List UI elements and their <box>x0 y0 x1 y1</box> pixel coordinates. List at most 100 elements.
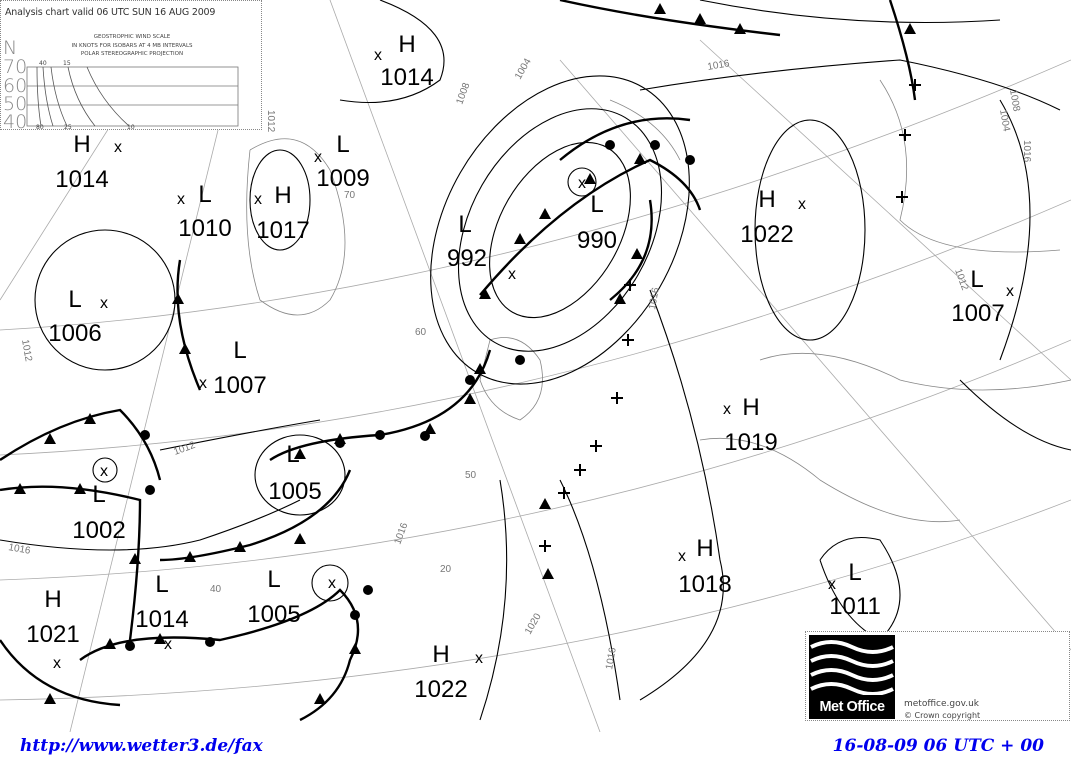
center-pressure: 1021 <box>26 621 79 648</box>
pressure-center-low: L 1006 x <box>48 286 108 347</box>
pressure-center-low: L 1005 x <box>247 566 336 628</box>
center-type: H <box>398 31 415 58</box>
center-x-marker: x <box>100 463 108 480</box>
cold-front-triangle <box>474 363 486 374</box>
cold-front-triangle <box>104 638 116 649</box>
warm-front <box>609 199 653 301</box>
cold-front <box>79 588 360 722</box>
speed-label: 15 <box>63 60 71 67</box>
cold-front-triangle <box>179 343 191 354</box>
cold-front-triangle <box>464 393 476 404</box>
center-pressure: 1019 <box>724 429 777 456</box>
center-type: H <box>696 535 713 562</box>
center-type: L <box>155 571 168 598</box>
speed-label: 40 <box>39 60 47 67</box>
cold-front-triangle <box>14 483 26 494</box>
center-type: H <box>44 586 61 613</box>
center-pressure: 1002 <box>72 517 125 544</box>
warm-front-semicircle <box>605 140 615 150</box>
speed-label: 25 <box>64 124 72 131</box>
center-type: L <box>286 441 299 468</box>
center-pressure: 1018 <box>678 571 731 598</box>
pressure-center-high: H 1018 x <box>678 535 732 598</box>
wind-scale-graph: 40 15 80 25 10 <box>26 60 239 131</box>
center-type: L <box>970 266 983 293</box>
warm-front-semicircle <box>375 430 385 440</box>
pressure-center-low: L 1014 x <box>135 571 188 653</box>
cold-front-triangle <box>694 13 706 24</box>
site-url[interactable]: metoffice.gov.uk <box>904 699 980 709</box>
isobar-label: 1016 <box>647 286 662 310</box>
lat-label-70: 70 <box>3 56 28 78</box>
isobar-label: 1012 <box>265 110 276 133</box>
cold-front-triangle <box>424 423 436 434</box>
cold-front-triangle <box>539 498 551 509</box>
front-symbols <box>14 3 916 704</box>
trough-cross <box>622 334 634 346</box>
center-pressure: 1005 <box>247 601 300 628</box>
warm-front-semicircle <box>685 155 695 165</box>
speed-label: 80 <box>36 124 44 131</box>
center-x-marker: x <box>508 266 516 283</box>
center-pressure: 1022 <box>414 676 467 703</box>
trough-cross <box>899 129 911 141</box>
center-x-marker: x <box>1006 283 1014 300</box>
center-pressure: 1006 <box>48 320 101 347</box>
center-x-marker: x <box>314 149 322 166</box>
isobar-label: 1020 <box>523 611 544 636</box>
isobar-label: 1016 <box>604 646 619 670</box>
center-pressure: 1017 <box>256 217 309 244</box>
warm-front-semicircle <box>205 637 215 647</box>
trough-cross <box>590 440 602 452</box>
source-url-link[interactable]: http://www.wetter3.de/fax <box>20 736 263 756</box>
cold-front-triangle <box>514 233 526 244</box>
cold-front-triangle <box>172 293 184 304</box>
valid-time: 16-08-09 06 UTC + 00 <box>832 736 1044 756</box>
cold-front-triangle <box>654 3 666 14</box>
warm-front-semicircle <box>650 140 660 150</box>
cold-front <box>176 259 202 391</box>
center-type: H <box>742 394 759 421</box>
pressure-center-high: H 1017 x <box>254 182 310 244</box>
warm-front-semicircle <box>140 430 150 440</box>
warm-front-semicircle <box>465 375 475 385</box>
cold-front-triangle <box>294 448 306 459</box>
center-pressure: 1014 <box>380 64 433 91</box>
center-pressure: 1011 <box>829 593 881 620</box>
center-pressure: 1014 <box>135 606 188 633</box>
center-pressure: 1007 <box>213 372 266 399</box>
chart-legend: Analysis chart valid 06 UTC SUN 16 AUG 2… <box>0 0 262 132</box>
occluded-front <box>559 117 691 161</box>
center-type: L <box>233 337 246 364</box>
cold-front-triangle <box>84 413 96 424</box>
pressure-center-low: L 1010 x <box>177 181 232 242</box>
center-x-marker: x <box>53 655 61 672</box>
cold-front <box>159 469 352 562</box>
chart-valid-title: Analysis chart valid 06 UTC SUN 16 AUG 2… <box>5 7 216 18</box>
pressure-center-high: H 1019 x <box>723 394 778 456</box>
cold-front <box>0 408 162 481</box>
isobar-label: 1012 <box>172 440 197 458</box>
isobar-label: 1004 <box>997 109 1012 133</box>
center-type: H <box>274 182 291 209</box>
center-x-marker: x <box>828 576 836 593</box>
trough-cross <box>909 79 921 91</box>
center-pressure: 1014 <box>55 166 108 193</box>
center-x-marker: x <box>177 191 185 208</box>
isobar-label: 1016 <box>1021 140 1032 163</box>
fronts <box>0 0 917 722</box>
center-type: L <box>267 566 280 593</box>
trough-cross <box>558 487 570 499</box>
cold-front-triangle <box>349 643 361 654</box>
center-x-marker: x <box>723 401 731 418</box>
warm-front-semicircle <box>363 585 373 595</box>
cold-front <box>888 0 917 101</box>
warm-front-semicircle <box>420 431 430 441</box>
latitude-label: 50 <box>465 470 477 481</box>
center-type: L <box>590 191 603 218</box>
isobar-label: 1012 <box>952 267 970 292</box>
